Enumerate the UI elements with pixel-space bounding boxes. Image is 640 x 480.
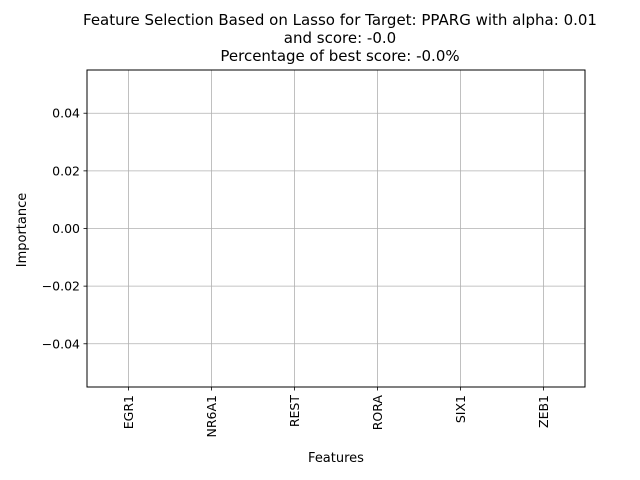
x-tick-label: SIX1 [453, 395, 468, 423]
y-tick-label: 0.00 [52, 221, 80, 236]
y-tick-label: 0.02 [52, 163, 80, 178]
grid-lines [87, 70, 585, 387]
y-axis-label: Importance [15, 193, 30, 268]
chart-title-line-1: Feature Selection Based on Lasso for Tar… [83, 11, 597, 29]
x-tick-label: REST [287, 395, 302, 428]
x-tick-label: ZEB1 [536, 395, 551, 428]
chart-title-line-2: and score: -0.0 [283, 29, 397, 47]
y-tick-label: −0.02 [42, 279, 80, 294]
plot-frame [86, 69, 586, 388]
x-tick-label: RORA [370, 395, 385, 431]
chart-title-line-3: Percentage of best score: -0.0% [220, 47, 460, 65]
y-tick-label: 0.04 [52, 106, 80, 121]
x-tick-label: NR6A1 [204, 395, 219, 438]
y-tick-label: −0.04 [42, 336, 80, 351]
x-axis-label: Features [308, 451, 364, 466]
x-tick-label: EGR1 [121, 395, 136, 429]
